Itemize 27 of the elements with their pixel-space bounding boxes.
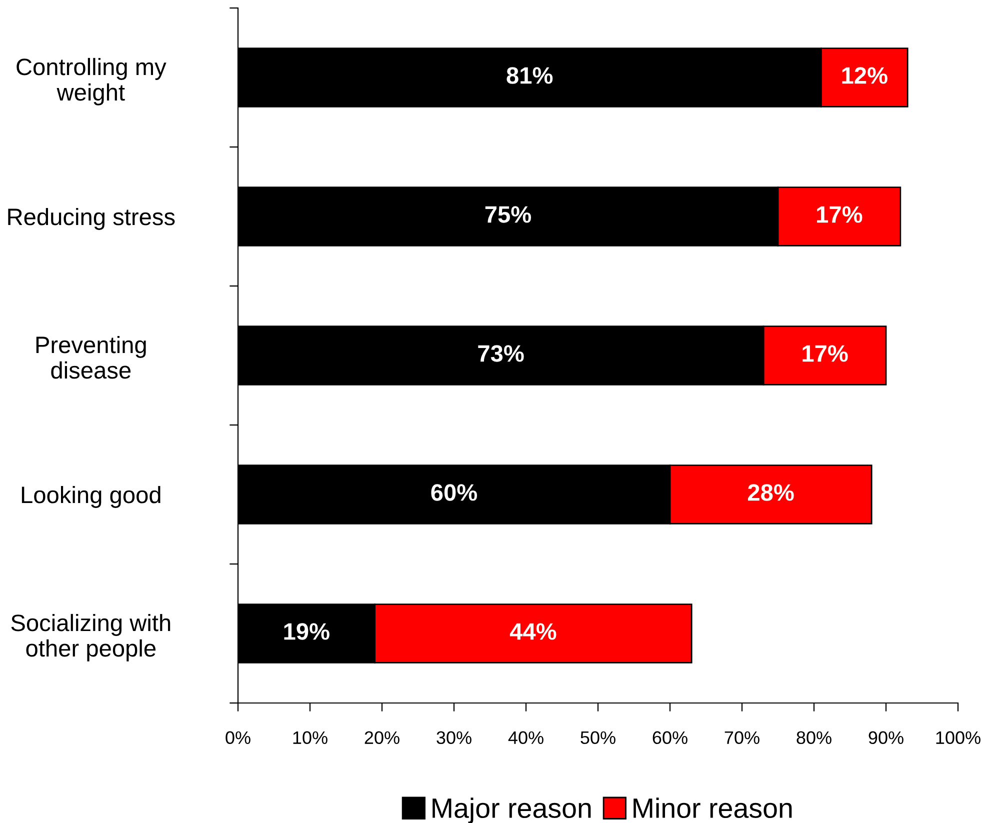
x-tick-label: 80% [796, 731, 832, 744]
data-label: 44% [510, 623, 556, 640]
y-tick-label: Socializing with other people [11, 614, 170, 662]
x-tick-label: 90% [868, 731, 904, 744]
x-tick-label: 60% [652, 731, 688, 744]
data-label: 81% [506, 67, 553, 84]
data-label: 12% [842, 67, 888, 84]
y-tick-label: Looking good [22, 486, 160, 508]
y-tick-label: Reducing stress [8, 208, 175, 230]
data-label: 75% [485, 206, 532, 223]
y-tick-label: Preventing disease [36, 336, 146, 379]
x-tick-label: 50% [580, 731, 616, 744]
data-label: 17% [817, 206, 862, 223]
x-tick-label: 40% [508, 731, 544, 744]
legend-label: Minor reason [634, 798, 792, 818]
x-tick-label: 100% [936, 731, 980, 744]
x-tick-label: 0% [226, 731, 250, 744]
data-label: 73% [478, 345, 524, 362]
x-tick-label: 30% [436, 731, 472, 744]
y-tick-label: Controlling my weight [16, 58, 166, 106]
x-tick-label: 20% [364, 731, 400, 744]
data-label: 17% [802, 345, 848, 362]
x-tick-label: 70% [724, 731, 760, 744]
data-label: 60% [431, 484, 478, 501]
x-tick-label: 10% [293, 731, 328, 744]
data-label: 19% [284, 623, 330, 640]
data-label: 28% [748, 484, 794, 501]
